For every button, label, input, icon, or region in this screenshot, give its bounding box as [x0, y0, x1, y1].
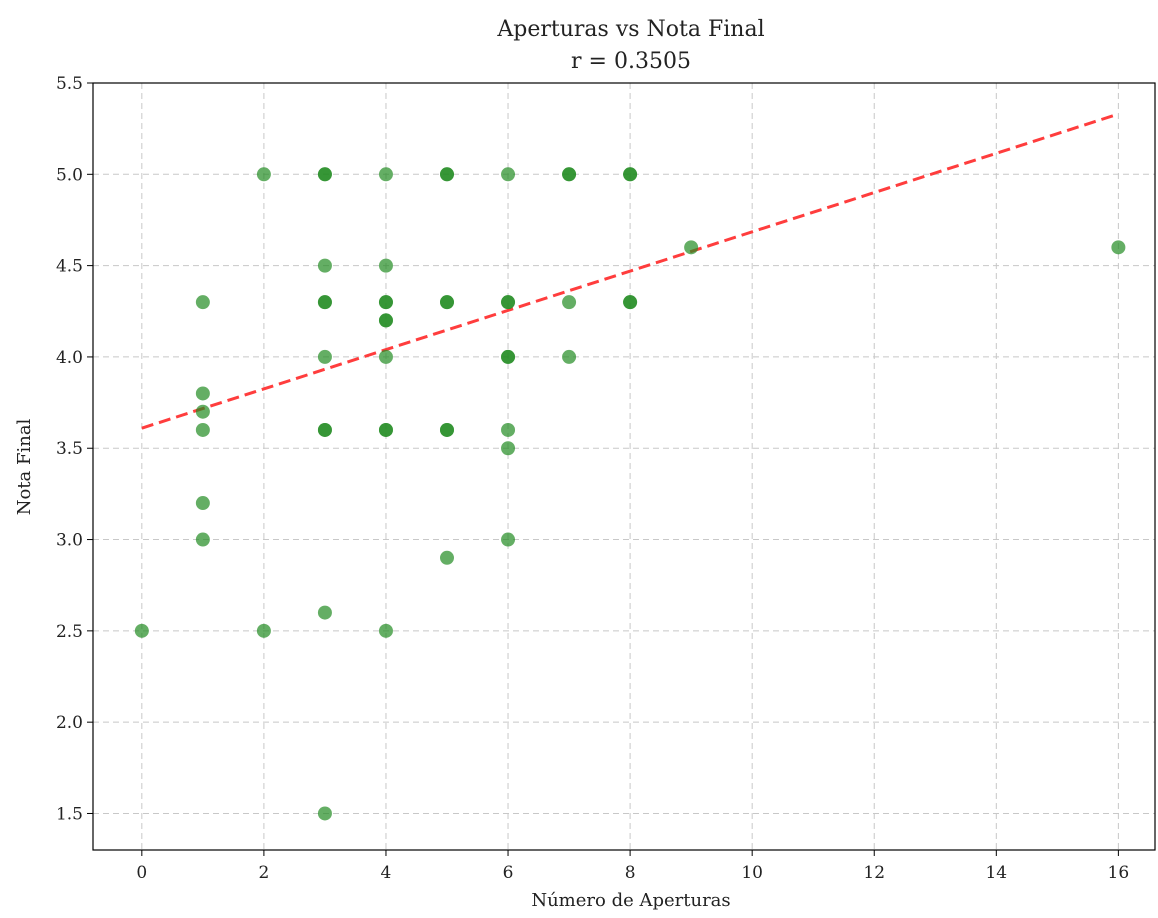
y-tick-label: 3.5	[56, 439, 83, 459]
y-axis-ticks: 1.5 2.0 2.5 3.0 3.5 4.0 4.5 5.0 5.5	[56, 74, 93, 824]
data-point	[195, 295, 210, 310]
data-point	[378, 422, 393, 437]
data-point	[378, 349, 393, 364]
data-point	[501, 167, 516, 182]
data-point	[195, 386, 210, 401]
data-point	[562, 167, 577, 182]
plot-frame	[92, 82, 1156, 851]
data-point	[623, 167, 638, 182]
data-point	[134, 623, 149, 638]
x-tick-label: 0	[136, 863, 147, 883]
x-axis-ticks: 0 2 4 6 8 10 12 14 16	[136, 850, 1129, 883]
y-axis-label: Nota Final	[14, 418, 35, 515]
data-point	[562, 349, 577, 364]
y-tick-label: 5.5	[56, 74, 83, 94]
x-tick-label: 4	[381, 863, 392, 883]
y-tick-label: 2.0	[56, 713, 83, 733]
data-point	[256, 623, 271, 638]
x-tick-label: 10	[741, 863, 763, 883]
data-point	[195, 404, 210, 419]
data-point	[501, 532, 516, 547]
trend-line-group	[141, 112, 1119, 430]
data-point	[378, 295, 393, 310]
data-point	[317, 806, 332, 821]
trend-line	[141, 112, 1119, 430]
x-tick-label: 16	[1108, 863, 1130, 883]
x-axis-label: Número de Aperturas	[531, 890, 730, 911]
data-point	[317, 349, 332, 364]
y-tick-label: 2.5	[56, 622, 83, 642]
data-point	[317, 258, 332, 273]
data-point	[440, 167, 454, 182]
data-point	[501, 349, 516, 364]
data-point	[623, 295, 638, 310]
data-point	[562, 295, 577, 310]
y-tick-label: 4.5	[56, 257, 83, 277]
data-point	[501, 441, 516, 456]
data-point	[378, 313, 393, 328]
y-tick-label: 5.0	[56, 165, 83, 185]
data-point	[378, 623, 393, 638]
y-tick-label: 1.5	[56, 804, 83, 824]
data-point	[317, 167, 332, 182]
chart-subtitle: r = 0.3505	[571, 49, 691, 74]
x-tick-label: 12	[863, 863, 885, 883]
y-tick-label: 3.0	[56, 531, 83, 551]
y-tick-label: 4.0	[56, 348, 83, 368]
data-point	[378, 258, 393, 273]
data-point	[440, 295, 454, 310]
chart-title: Aperturas vs Nota Final	[496, 17, 764, 42]
grid	[93, 82, 1155, 850]
x-tick-label: 8	[625, 863, 636, 883]
data-point	[501, 295, 516, 310]
data-point	[195, 496, 210, 511]
x-tick-label: 6	[503, 863, 514, 883]
data-point	[256, 167, 271, 182]
data-point	[317, 605, 332, 620]
data-point	[378, 167, 393, 182]
data-points	[134, 167, 1126, 821]
data-point	[195, 422, 210, 437]
data-point	[440, 550, 454, 565]
x-tick-label: 14	[985, 863, 1007, 883]
x-tick-label: 2	[258, 863, 269, 883]
data-point	[684, 240, 699, 255]
data-point	[195, 532, 210, 547]
data-point	[317, 422, 332, 437]
data-point	[317, 295, 332, 310]
data-point	[1111, 240, 1126, 255]
data-point	[501, 422, 516, 437]
data-point	[440, 422, 454, 437]
